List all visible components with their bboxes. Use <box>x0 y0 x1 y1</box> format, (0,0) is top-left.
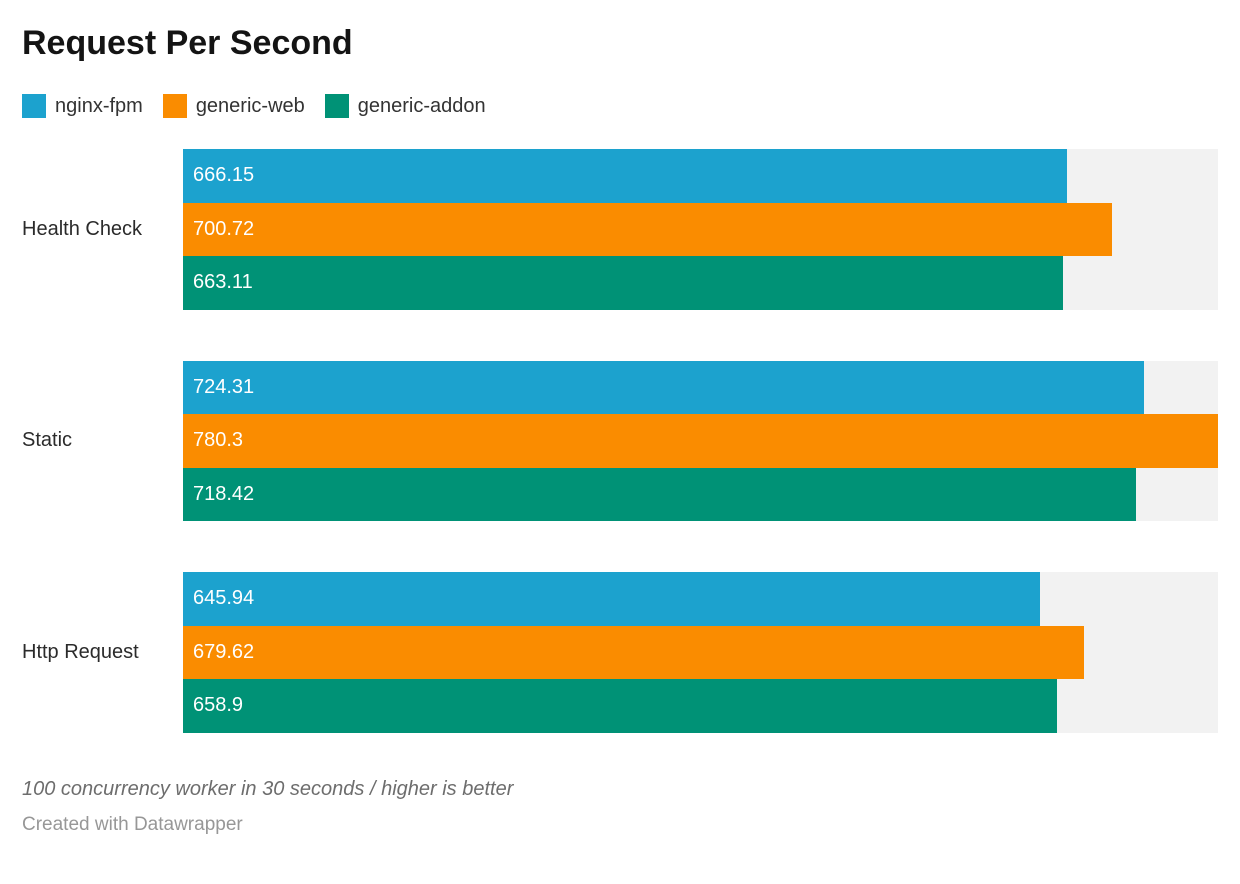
legend-label: generic-web <box>195 94 305 117</box>
bar-generic-web: 700.72 <box>183 202 1113 256</box>
bar-value-label: 663.11 <box>193 271 253 294</box>
bar-nginx-fpm: 724.31 <box>183 360 1144 414</box>
datawrapper-credit: Created with Datawrapper <box>22 813 243 835</box>
bar-value-label: 700.72 <box>193 217 255 240</box>
bar-generic-addon: 718.42 <box>183 467 1136 521</box>
legend-swatch-nginx-fpm <box>22 94 46 118</box>
category-label: Health Check <box>22 217 143 240</box>
bar-value-label: 679.62 <box>193 640 255 663</box>
bar-generic-web: 780.3 <box>183 414 1218 468</box>
bar-row: 658.9 <box>183 679 1218 733</box>
chart-title: Request Per Second <box>22 24 353 62</box>
bar-value-label: 666.15 <box>193 164 255 187</box>
bar-track: 724.31 780.3 718.42 <box>183 360 1218 521</box>
legend-swatch-generic-addon <box>324 94 349 118</box>
category-label: Http Request <box>22 640 139 663</box>
bar-generic-addon: 658.9 <box>183 679 1057 733</box>
chart: Health Check 666.15 700.72 663.11 Static 724.… <box>22 149 1218 733</box>
bar-row: 666.15 <box>183 149 1218 203</box>
bar-row: 724.31 <box>183 360 1218 414</box>
bar-row: 679.62 <box>183 625 1218 679</box>
bar-value-label: 718.42 <box>193 482 255 505</box>
category-label: Static <box>22 429 73 452</box>
bar-row: 718.42 <box>183 467 1218 521</box>
bar-row: 663.11 <box>183 256 1218 310</box>
legend-item-generic-addon: generic-addon <box>324 94 486 118</box>
bar-row: 645.94 <box>183 572 1218 626</box>
bar-value-label: 645.94 <box>193 587 255 610</box>
bar-row: 700.72 <box>183 202 1218 256</box>
legend-label: nginx-fpm <box>55 94 143 117</box>
bar-value-label: 724.31 <box>193 375 255 398</box>
legend-label: generic-addon <box>357 94 486 117</box>
legend: nginx-fpm generic-web generic-addon <box>22 94 1218 118</box>
bar-nginx-fpm: 645.94 <box>183 572 1040 626</box>
bar-track: 645.94 679.62 658.9 <box>183 572 1218 733</box>
legend-item-generic-web: generic-web <box>162 94 305 118</box>
bar-group-health-check: Health Check 666.15 700.72 663.11 <box>22 149 1218 310</box>
bar-track: 666.15 700.72 663.11 <box>183 149 1218 310</box>
bar-row: 780.3 <box>183 414 1218 468</box>
bar-generic-addon: 663.11 <box>183 256 1063 310</box>
bar-group-static: Static 724.31 780.3 718.42 <box>22 360 1218 521</box>
bar-value-label: 658.9 <box>193 694 244 717</box>
bar-value-label: 780.3 <box>193 429 244 452</box>
legend-swatch-generic-web <box>162 94 187 118</box>
bar-generic-web: 679.62 <box>183 625 1085 679</box>
legend-item-nginx-fpm: nginx-fpm <box>22 94 143 118</box>
bar-nginx-fpm: 666.15 <box>183 149 1067 203</box>
chart-note: 100 concurrency worker in 30 seconds / h… <box>22 777 514 800</box>
bar-group-http-request: Http Request 645.94 679.62 658.9 <box>22 572 1218 733</box>
datawrapper-chart-page: Request Per Second nginx-fpm generic-web g… <box>0 24 1240 884</box>
